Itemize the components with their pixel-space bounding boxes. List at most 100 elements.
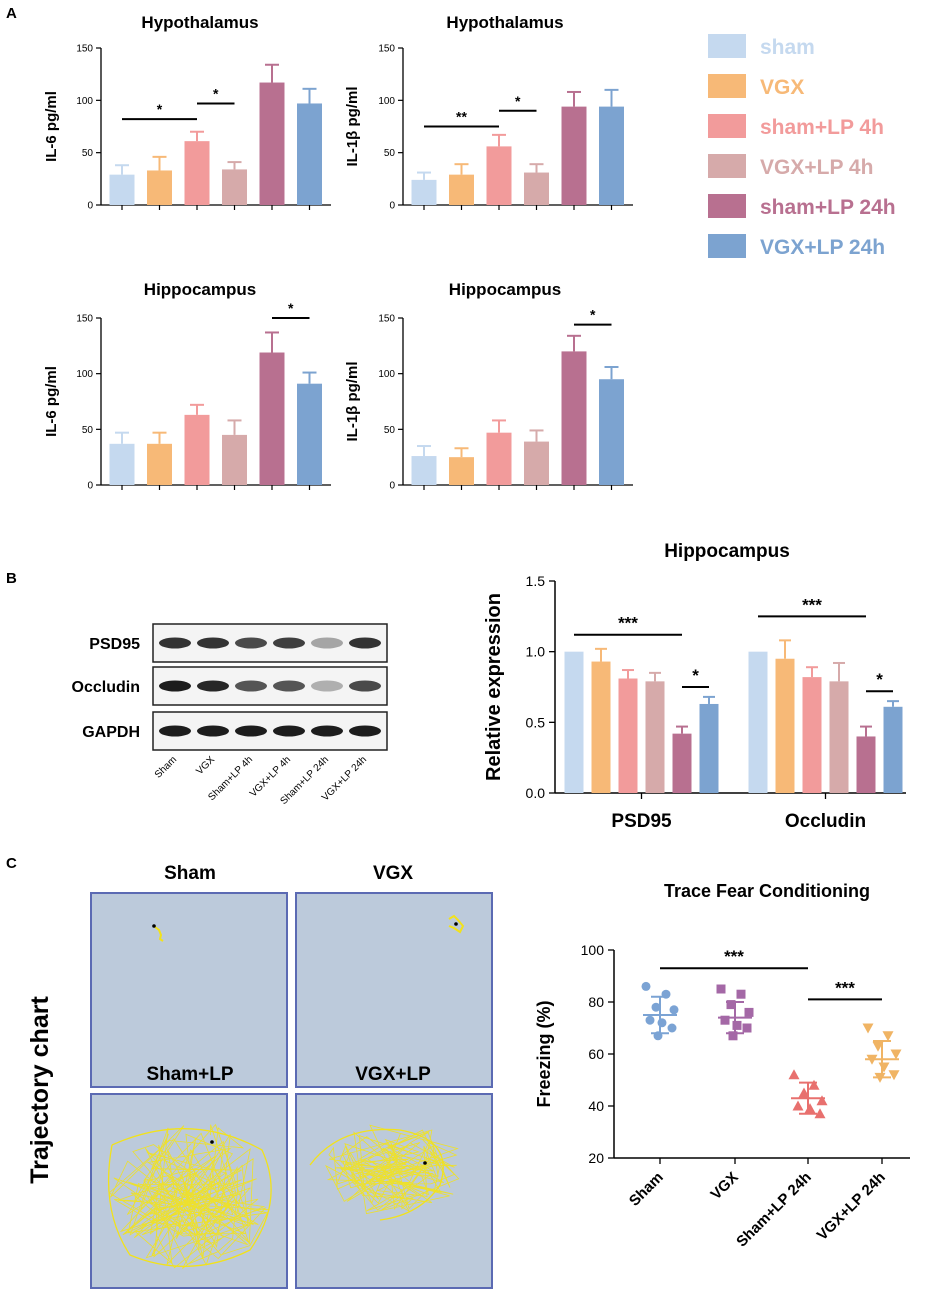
bar-psd95-1 [564,651,584,793]
blot-band [273,637,305,649]
blot-strip [152,623,388,663]
blot-band [197,725,229,737]
significance-label: ** [456,109,467,125]
maze-title: VGX+LP [355,1064,431,1085]
panel-label-a: A [6,5,17,22]
bar-4 [524,172,549,205]
y-tick-label: 60 [588,1046,604,1062]
blot-band [235,680,267,692]
track-vgx-lp [325,1124,460,1215]
legend-swatch-6 [708,234,746,258]
chart-a4-hippocampus-il1b: Hippocampus 0 50 100 150 IL-1β pg/ml * [344,280,633,492]
y-tick-label: 0 [87,201,93,212]
blot-band [349,680,381,692]
bar-occludin-2 [775,658,795,793]
bar-psd95-5 [672,733,692,793]
chart-title: Hippocampus [449,280,561,299]
point [732,1020,742,1030]
point [641,981,651,991]
track-vgx [448,914,465,934]
blot-strip [152,666,388,706]
point [669,1005,679,1015]
point [667,1023,677,1033]
blot-band [311,725,343,737]
chart-title: Trace Fear Conditioning [664,881,870,901]
bar-occludin-3 [802,677,822,793]
point [788,1069,800,1080]
y-tick-label: 100 [378,369,395,380]
blot-strip [152,711,388,751]
y-tick-label: 80 [588,994,604,1010]
blot-band [235,725,267,737]
significance-label: *** [724,947,744,966]
legend-swatch-5 [708,194,746,218]
blot-band [197,680,229,692]
y-tick-label: 50 [82,425,94,436]
x-tick-label: Sham [626,1169,667,1210]
significance-label: * [515,93,521,109]
bar-6 [297,103,322,205]
y-tick-label: 0 [389,201,395,212]
bar-4 [222,434,247,485]
y-tick-label: 50 [384,148,396,159]
significance-label: * [590,307,596,323]
blot-band-label: Occludin [72,679,140,696]
bar-psd95-3 [618,678,638,793]
maze-title: Sham+LP [146,1064,233,1085]
significance-label: * [157,101,163,117]
significance-label: * [213,85,219,101]
trajectory-charts: Sham VGX Sham+LP VGX+LP Trajectory chart [26,863,493,1289]
point [744,1007,754,1017]
chart-a3-hippocampus-il6: Hippocampus 0 50 100 150 IL-6 pg/ml * [43,280,331,492]
maze-box-4 [295,1093,493,1289]
bar-1 [411,179,437,205]
y-axis-label: Freezing (%) [534,1000,554,1107]
panel-label-c: C [6,855,17,872]
point [816,1095,828,1106]
blot-band [273,680,305,692]
track-sham-lp-edge [107,1128,272,1267]
bar-occludin-5 [856,736,876,793]
bar-occludin-1 [748,651,768,793]
blot-band [235,637,267,649]
bar-3 [486,432,512,485]
bar-2 [449,174,474,205]
y-tick-label: 50 [384,425,396,436]
significance-label: *** [802,595,822,614]
bar-5 [561,351,587,485]
chart-title: Hippocampus [664,541,790,562]
significance-label: * [692,666,699,685]
blot-band [273,725,305,737]
blot-band-label: PSD95 [89,636,140,653]
point [814,1108,826,1119]
track-sham [154,926,164,942]
animal-dot [423,1161,427,1165]
point [792,1100,804,1111]
y-tick-label: 150 [76,314,93,325]
chart-c-trace-fear: Trace Fear Conditioning 20 40 60 80 100 Freezi… [534,881,910,1251]
blot-band [159,680,191,692]
bar-6 [599,106,624,205]
legend-swatch-3 [708,114,746,138]
legend-swatch-2 [708,74,746,98]
y-tick-label: 1.5 [526,573,546,589]
animal-dot [152,924,156,928]
bar-5 [259,352,285,485]
legend-label-6: VGX+LP 24h [760,236,885,259]
point [862,1023,874,1034]
legend-label-2: VGX [760,76,804,99]
point [872,1041,884,1052]
bar-5 [259,82,285,205]
track-sham-lp [108,1123,270,1269]
significance-label: *** [618,614,638,633]
y-tick-label: 150 [378,44,395,55]
point [890,1049,902,1060]
bar-2 [449,457,474,485]
point [736,989,746,999]
point [742,1023,752,1033]
y-tick-label: 100 [378,96,395,107]
point [728,1031,738,1041]
x-tick-label: Sham+LP 24h [733,1169,815,1251]
y-tick-label: 50 [82,148,94,159]
